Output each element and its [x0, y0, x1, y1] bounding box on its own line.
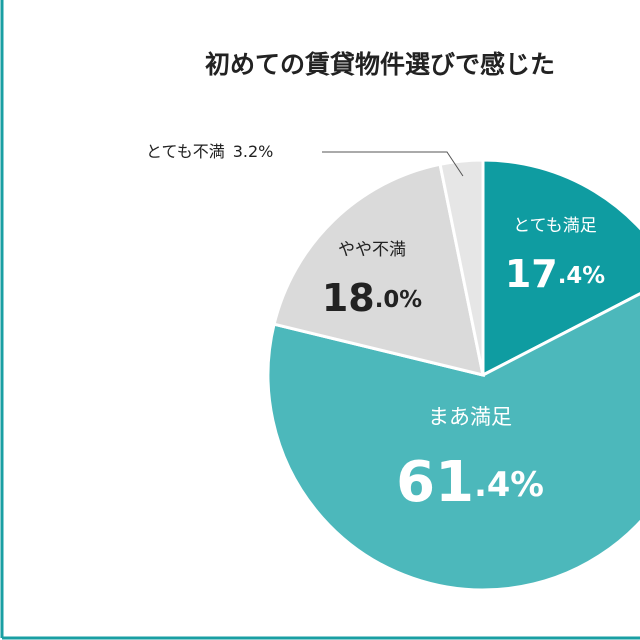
- slice-name: とても不満: [146, 142, 225, 161]
- value-label: 3.2%: [233, 142, 274, 161]
- leader-line: [322, 151, 464, 177]
- value-label: 18.0%: [322, 276, 422, 320]
- pie-slice: [272, 162, 485, 378]
- chart-title: 初めての賃貸物件選びで感じた: [205, 50, 555, 79]
- slice-label: とても満足: [513, 216, 597, 236]
- pie-slice: [481, 158, 640, 378]
- slice-label: まあ満足: [428, 405, 512, 429]
- pie-slice: [438, 158, 485, 376]
- pie-slice: [266, 292, 640, 592]
- slice-label: やや不満: [338, 240, 406, 260]
- value-label: 61.4%: [396, 450, 544, 515]
- value-label: 17.4%: [505, 252, 605, 296]
- slice-label: とても不満 3.2%: [146, 142, 273, 161]
